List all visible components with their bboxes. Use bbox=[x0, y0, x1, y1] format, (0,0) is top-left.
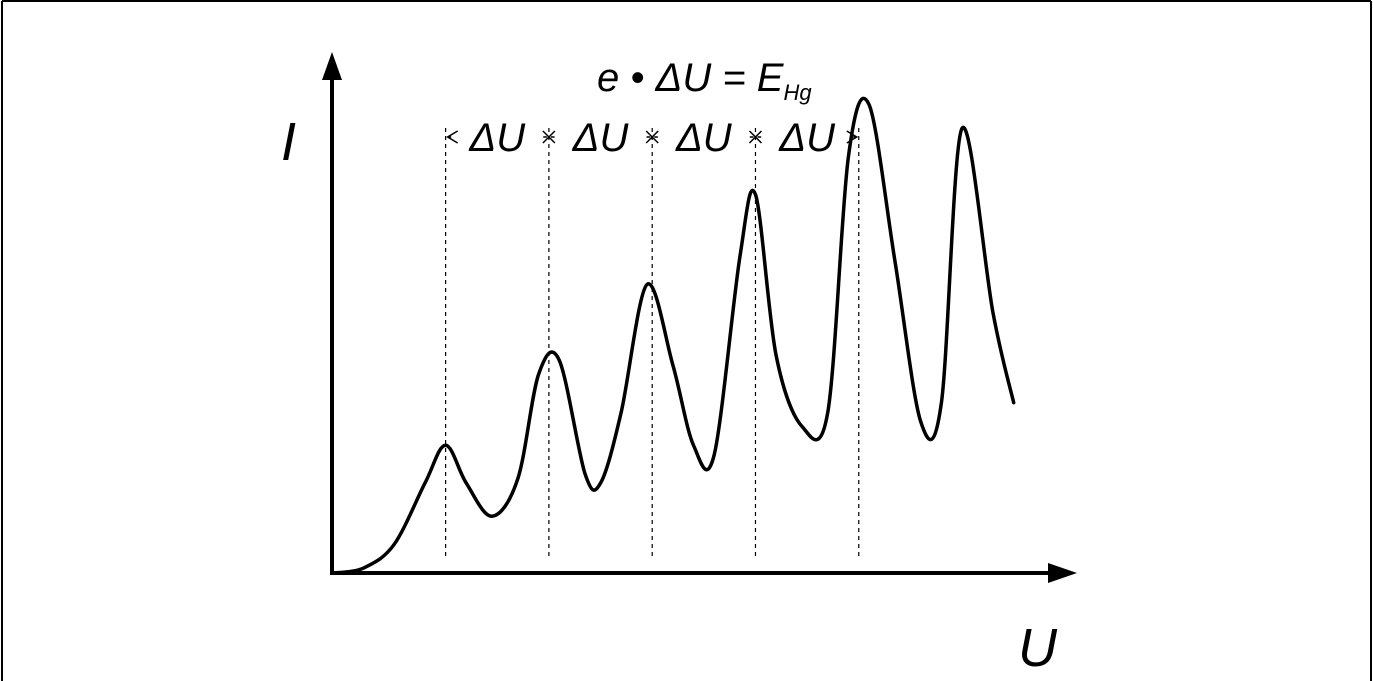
spacing-cross-marker bbox=[542, 130, 556, 144]
spacing-arrowhead-left bbox=[446, 130, 459, 144]
peak-guide-lines bbox=[445, 128, 860, 556]
y-axis-label: I bbox=[281, 112, 296, 172]
delta-u-label: ΔU bbox=[778, 116, 836, 160]
current-voltage-curve bbox=[330, 96, 1016, 575]
delta-u-label: ΔU bbox=[572, 116, 630, 160]
spacing-cross-marker bbox=[748, 130, 763, 144]
delta-u-label: ΔU bbox=[675, 116, 733, 160]
equation-lhs: e • ΔU = E bbox=[597, 56, 785, 100]
x-axis-label: U bbox=[1018, 618, 1058, 678]
x-axis-arrowhead bbox=[1048, 563, 1077, 583]
delta-u-spacing-markers: ΔU ΔU ΔU ΔU bbox=[446, 116, 859, 160]
y-axis-arrowhead bbox=[322, 52, 342, 80]
delta-u-label: ΔU bbox=[468, 116, 526, 160]
equation-label: e • ΔU = EHg bbox=[597, 56, 812, 105]
spacing-cross-marker bbox=[645, 130, 659, 144]
equation-subscript: Hg bbox=[783, 80, 812, 105]
